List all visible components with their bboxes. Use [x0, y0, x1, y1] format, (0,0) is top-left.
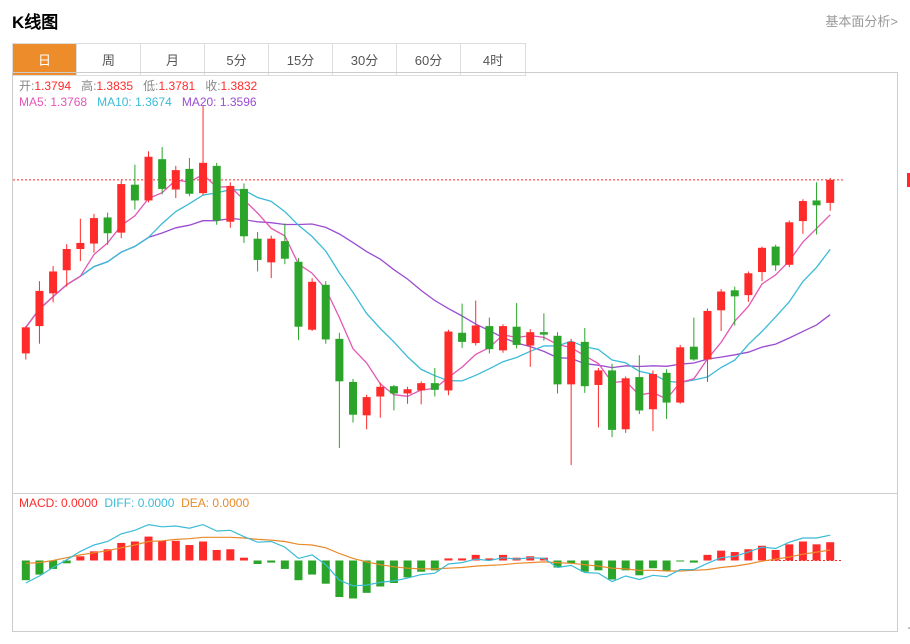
tab-5分[interactable]: 5分	[205, 44, 269, 75]
chart-area: 开:1.3794 高:1.3835 低:1.3781 收:1.3832 MA5:…	[12, 72, 898, 632]
analysis-link[interactable]: 基本面分析>	[825, 11, 898, 30]
tab-月[interactable]: 月	[141, 44, 205, 75]
tab-60分[interactable]: 60分	[397, 44, 461, 75]
tab-4时[interactable]: 4时	[461, 44, 525, 75]
macd-chart[interactable]	[13, 493, 843, 628]
tab-日[interactable]: 日	[13, 44, 77, 75]
tab-30分[interactable]: 30分	[333, 44, 397, 75]
ohlc-readout: 开:1.3794 高:1.3835 低:1.3781 收:1.3832	[19, 77, 257, 94]
tab-周[interactable]: 周	[77, 44, 141, 75]
ma-readout: MA5: 1.3768 MA10: 1.3674 MA20: 1.3596	[19, 95, 257, 109]
tab-15分[interactable]: 15分	[269, 44, 333, 75]
macd-readout: MACD: 0.0000 DIFF: 0.0000 DEA: 0.0000	[19, 496, 249, 510]
candlestick-chart[interactable]	[13, 73, 843, 493]
chart-title: K线图	[12, 8, 58, 33]
